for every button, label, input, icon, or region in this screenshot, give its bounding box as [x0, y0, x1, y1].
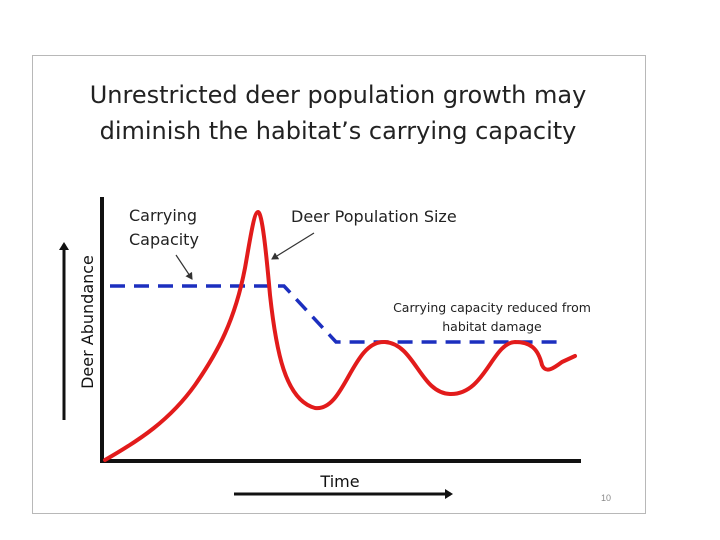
carrying-capacity-line [110, 284, 560, 344]
slide-title-line-1: Unrestricted deer population growth may [90, 81, 587, 109]
slide-title-line-2: diminish the habitat’s carrying capacity [100, 117, 577, 145]
deer-population-curve [103, 210, 577, 462]
carrying-capacity-annotation-line-1: Carrying [129, 206, 197, 225]
reduced-capacity-annotation-line-1: Carrying capacity reduced from [393, 300, 591, 315]
reduced-capacity-annotation-line-2: habitat damage [442, 319, 542, 334]
x-axis-label: Time [319, 472, 359, 491]
population-size-annotation: Deer Population Size [291, 207, 457, 226]
population-size-pointer-arrow [271, 232, 315, 260]
page-number: 10 [601, 493, 611, 503]
carrying-capacity-pointer-arrow [175, 254, 193, 280]
y-axis-label: Deer Abundance [78, 255, 97, 389]
carrying-capacity-annotation-line-2: Capacity [129, 230, 199, 249]
